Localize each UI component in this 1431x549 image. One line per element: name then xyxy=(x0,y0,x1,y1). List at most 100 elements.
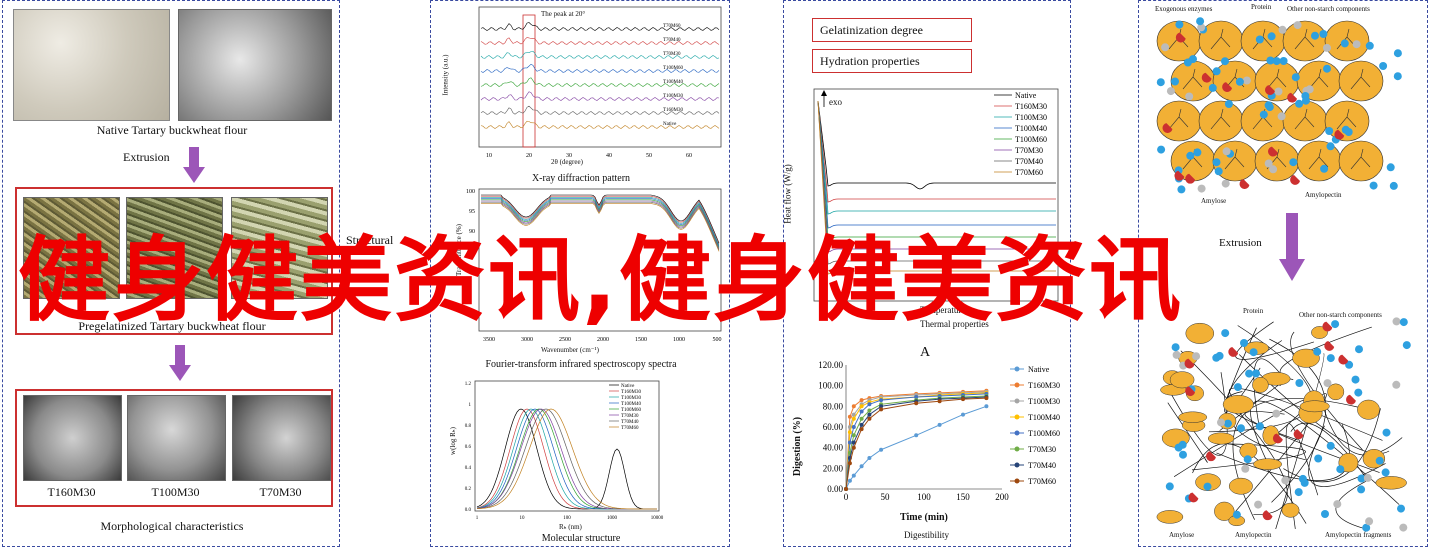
xrd-series-label: T100M60 xyxy=(663,66,684,71)
enzyme-icon xyxy=(1293,429,1304,440)
component-dot xyxy=(1233,383,1242,392)
ftir-ytick: 95 xyxy=(469,209,475,215)
digestion-xlabel: Time (min) xyxy=(900,512,948,523)
component-dot xyxy=(1203,482,1212,491)
amylopectin-branch xyxy=(1294,108,1315,130)
xrd-line-t100m60 xyxy=(480,63,720,73)
dig-point xyxy=(859,464,864,469)
component-dot xyxy=(1166,87,1175,96)
morphology-frame xyxy=(15,389,333,507)
xrd-line-native xyxy=(480,120,720,129)
component-dot xyxy=(1197,23,1206,32)
component-dot xyxy=(1393,72,1402,81)
component-dot xyxy=(1189,55,1197,64)
component-dot xyxy=(1320,164,1329,173)
component-dot xyxy=(1171,77,1179,86)
dsc-legend-label: T70M40 xyxy=(1015,157,1043,166)
component-dot xyxy=(1241,464,1250,473)
dig-point xyxy=(844,487,848,491)
dig-point xyxy=(847,430,852,435)
enzyme-icon xyxy=(1287,92,1297,103)
dig-point xyxy=(851,416,856,421)
component-dot xyxy=(1221,329,1230,338)
dig-line-t100m30 xyxy=(845,391,987,490)
component-dot xyxy=(1357,485,1366,494)
component-dot xyxy=(1295,99,1304,108)
component-dot xyxy=(1249,348,1258,357)
dsc-line xyxy=(817,100,1056,253)
granule-diagram-top xyxy=(1156,17,1402,194)
amylopectin-branch xyxy=(1294,28,1315,50)
ftir-ytick: 85 xyxy=(469,249,475,255)
component-dot xyxy=(1375,456,1384,465)
xrd-chart: T70M60 T70M40 T70M30 T100M60 T100M40 T100M30 T… xyxy=(478,6,722,159)
mol-xlabel: Rₕ (nm) xyxy=(559,523,582,531)
component-dot xyxy=(1323,379,1332,388)
dig-legend-label: T160M30 xyxy=(1028,381,1060,390)
component-dot xyxy=(1243,455,1252,464)
amylopectin-branch xyxy=(1266,68,1287,90)
xrd-caption: X-ray diffraction pattern xyxy=(531,173,631,184)
dsc-line xyxy=(817,100,1056,190)
down-arrow-right-icon xyxy=(1279,213,1305,283)
component-dot xyxy=(1399,523,1408,532)
granule-fragment xyxy=(1253,458,1282,470)
enzyme-icon xyxy=(1322,321,1333,332)
enzyme-icon xyxy=(1239,179,1250,189)
dig-ytick: 0.00 xyxy=(827,484,843,494)
dig-point xyxy=(851,473,856,478)
amylose-chain xyxy=(1321,403,1403,456)
xrd-series-label: T70M30 xyxy=(663,52,681,57)
component-dot xyxy=(1379,62,1388,70)
component-dot xyxy=(1389,181,1398,190)
component-dot xyxy=(1365,517,1374,526)
component-dot xyxy=(1386,163,1395,172)
mol-ytick: 0.4 xyxy=(465,466,472,471)
mol-ylabel: w(log Rₕ) xyxy=(448,427,457,455)
component-dot xyxy=(1336,465,1345,474)
component-dot xyxy=(1319,30,1328,38)
xrd-xtick: 20 xyxy=(526,153,532,159)
dig-line-t70m30 xyxy=(845,395,987,490)
component-dot xyxy=(1221,57,1229,66)
component-dot xyxy=(1289,158,1298,167)
dsc-legend-label: T100M40 xyxy=(1015,124,1047,133)
component-dot xyxy=(1177,185,1186,194)
dig-legend-marker xyxy=(1014,446,1020,452)
enzyme-icon xyxy=(1324,341,1335,351)
dsc-letter-a: A xyxy=(920,345,931,360)
component-dot xyxy=(1314,454,1323,463)
component-dot xyxy=(1392,317,1401,326)
enzyme-icon xyxy=(1184,358,1195,369)
enzyme-icon xyxy=(1188,492,1199,503)
dig-ytick: 60.00 xyxy=(823,422,844,432)
component-dot xyxy=(1215,351,1224,360)
component-dot xyxy=(1245,369,1254,378)
amylose-chain xyxy=(1192,443,1307,524)
dig-xtick: 50 xyxy=(881,492,891,502)
ftir-xtick: 2500 xyxy=(559,337,571,343)
component-dot xyxy=(1224,100,1233,108)
granule-fragment xyxy=(1299,400,1330,413)
dig-ytick: 120.00 xyxy=(818,360,843,370)
dig-ytick: 40.00 xyxy=(823,443,844,453)
thermal-label: Thermal properties xyxy=(920,319,989,329)
dig-legend-marker xyxy=(1014,366,1020,372)
mol-chart: 1.2 1 0.8 0.6 0.4 0.2 0.0 1 10 100 1000 10000 Nativ… xyxy=(465,380,664,521)
dig-point xyxy=(867,412,872,417)
dig-ytick: 100.00 xyxy=(818,381,843,391)
ftir-line xyxy=(481,197,720,246)
extrusion-label-right: Extrusion xyxy=(1219,237,1262,249)
gelatinization-box xyxy=(812,18,972,42)
dig-legend-label: T100M40 xyxy=(1028,413,1060,422)
native-flour-label: Native Tartary buckwheat flour xyxy=(96,123,248,137)
dig-legend-label: Native xyxy=(1028,365,1050,374)
component-dot xyxy=(1363,473,1372,482)
dsc-legend-label: T100M60 xyxy=(1015,135,1047,144)
component-dot xyxy=(1326,142,1335,151)
component-dot xyxy=(1357,474,1366,483)
dig-legend-marker xyxy=(1014,414,1020,420)
panel-processing: Native Tartary buckwheat flour Extrusion… xyxy=(2,0,393,547)
granule-diagram-bottom xyxy=(1156,317,1411,532)
component-dot xyxy=(1397,504,1405,513)
